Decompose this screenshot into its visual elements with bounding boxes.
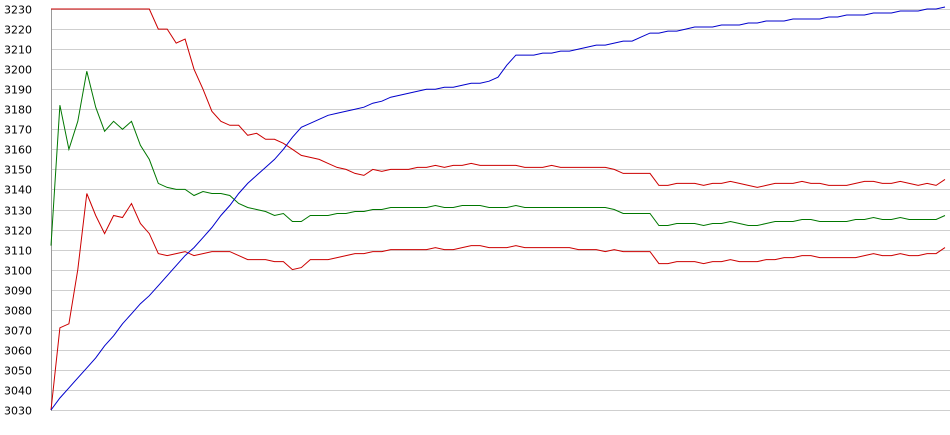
y-tick-label: 3220 bbox=[4, 24, 32, 37]
y-tick-label: 3160 bbox=[4, 144, 32, 157]
y-tick-label: 3200 bbox=[4, 64, 32, 77]
y-tick-label: 3150 bbox=[4, 164, 32, 177]
y-tick-label: 3230 bbox=[4, 4, 32, 17]
y-tick-label: 3030 bbox=[4, 405, 32, 418]
y-tick-label: 3110 bbox=[4, 245, 32, 258]
y-tick-label: 3050 bbox=[4, 365, 32, 378]
y-tick-label: 3080 bbox=[4, 305, 32, 318]
y-tick-label: 3090 bbox=[4, 285, 32, 298]
y-tick-label: 3060 bbox=[4, 345, 32, 358]
gridlines bbox=[51, 9, 950, 411]
y-tick-label: 3190 bbox=[4, 84, 32, 97]
y-tick-label: 3130 bbox=[4, 205, 32, 218]
y-tick-label: 3100 bbox=[4, 265, 32, 278]
y-tick-label: 3120 bbox=[4, 225, 32, 238]
y-tick-label: 3070 bbox=[4, 325, 32, 338]
series-line-lower-band bbox=[50, 193, 946, 411]
series-lines bbox=[50, 6, 946, 411]
y-tick-label: 3040 bbox=[4, 385, 32, 398]
series-line-rising-line bbox=[50, 6, 946, 411]
series-line-upper-band bbox=[51, 8, 946, 188]
y-tick-label: 3180 bbox=[4, 104, 32, 117]
series-line-middle-band bbox=[50, 71, 946, 246]
y-tick-label: 3140 bbox=[4, 184, 32, 197]
y-axis-tick-labels: 3030 3040 3050 3060 3070 3080 3090 3100 3110 3120… bbox=[4, 4, 32, 418]
y-tick-label: 3210 bbox=[4, 44, 32, 57]
y-tick-label: 3170 bbox=[4, 124, 32, 137]
